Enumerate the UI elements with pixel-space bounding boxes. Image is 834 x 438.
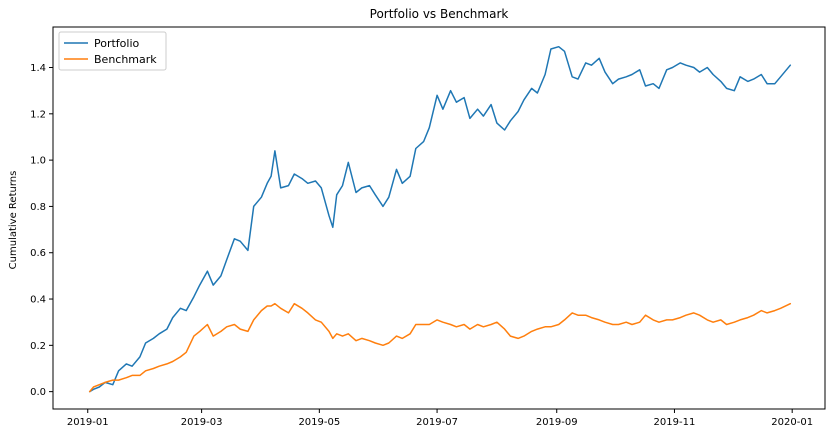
y-tick-label: 1.0 [30, 156, 46, 167]
y-tick-label: 0.4 [30, 295, 46, 306]
y-tick-label: 0.6 [30, 248, 46, 259]
x-tick-label: 2019-01 [67, 417, 109, 428]
legend-box [58, 31, 167, 71]
legend-label-benchmark: Benchmark [94, 53, 157, 66]
y-tick-label: 1.2 [30, 109, 46, 120]
x-tick-label: 2019-03 [181, 417, 223, 428]
x-tick-label: 2019-07 [416, 417, 458, 428]
legend: Portfolio Benchmark [58, 31, 167, 71]
y-axis: 0.0 0.2 0.4 0.6 0.8 1.0 1.2 1.4 [30, 63, 53, 398]
chart-title: Portfolio vs Benchmark [370, 7, 509, 21]
y-tick-label: 0.0 [30, 387, 46, 398]
x-tick-label: 2019-05 [298, 417, 340, 428]
x-tick-label: 2019-09 [536, 417, 578, 428]
y-axis-title: Cumulative Returns [8, 171, 19, 270]
series-layer [88, 45, 792, 393]
x-axis: 2019-01 2019-03 2019-05 2019-07 2019-09 2019-… [67, 409, 813, 428]
series-line-portfolio [88, 45, 792, 393]
x-tick-label: 2020-01 [771, 417, 813, 428]
y-tick-label: 1.4 [30, 63, 46, 74]
y-tick-label: 0.8 [30, 202, 46, 213]
x-tick-label: 2019-11 [654, 417, 696, 428]
series-line-benchmark [88, 302, 792, 393]
legend-label-portfolio: Portfolio [94, 37, 140, 50]
plot-frame [52, 26, 826, 410]
y-tick-label: 0.2 [30, 341, 46, 352]
